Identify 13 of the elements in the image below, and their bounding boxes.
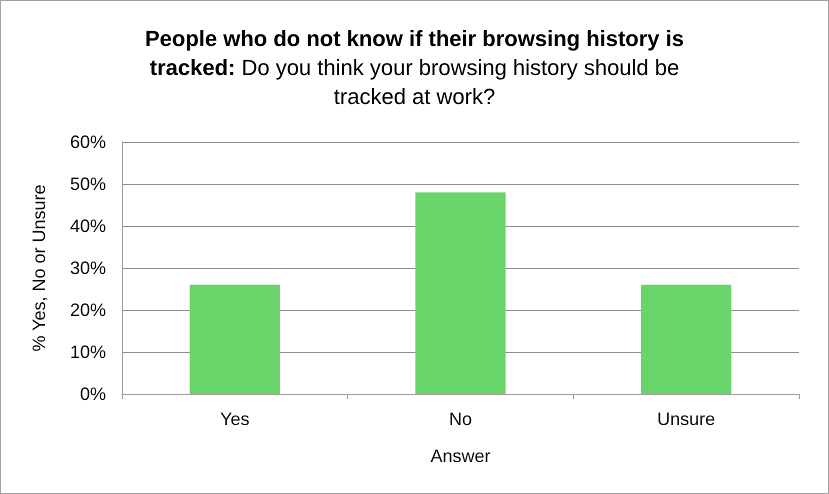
y-tick-label: 20% (70, 300, 106, 320)
y-tick-label: 50% (70, 174, 106, 194)
x-tick-label: Yes (220, 409, 250, 429)
x-tick-label: No (448, 409, 472, 429)
x-tick-label: Unsure (657, 409, 716, 429)
y-tick-label: 10% (70, 342, 106, 362)
chart-title: People who do not know if their browsing history is tracked: Do you think your browsing history should be tracked at work? (144, 25, 686, 111)
y-tick-label: 40% (70, 216, 106, 236)
y-tick-label: 60% (70, 132, 106, 152)
x-axis-title: Answer (430, 446, 491, 466)
y-tick-label: 30% (70, 258, 106, 278)
y-axis-title: % Yes, No or Unsure (29, 184, 49, 352)
y-tick-label: 0% (80, 384, 106, 404)
